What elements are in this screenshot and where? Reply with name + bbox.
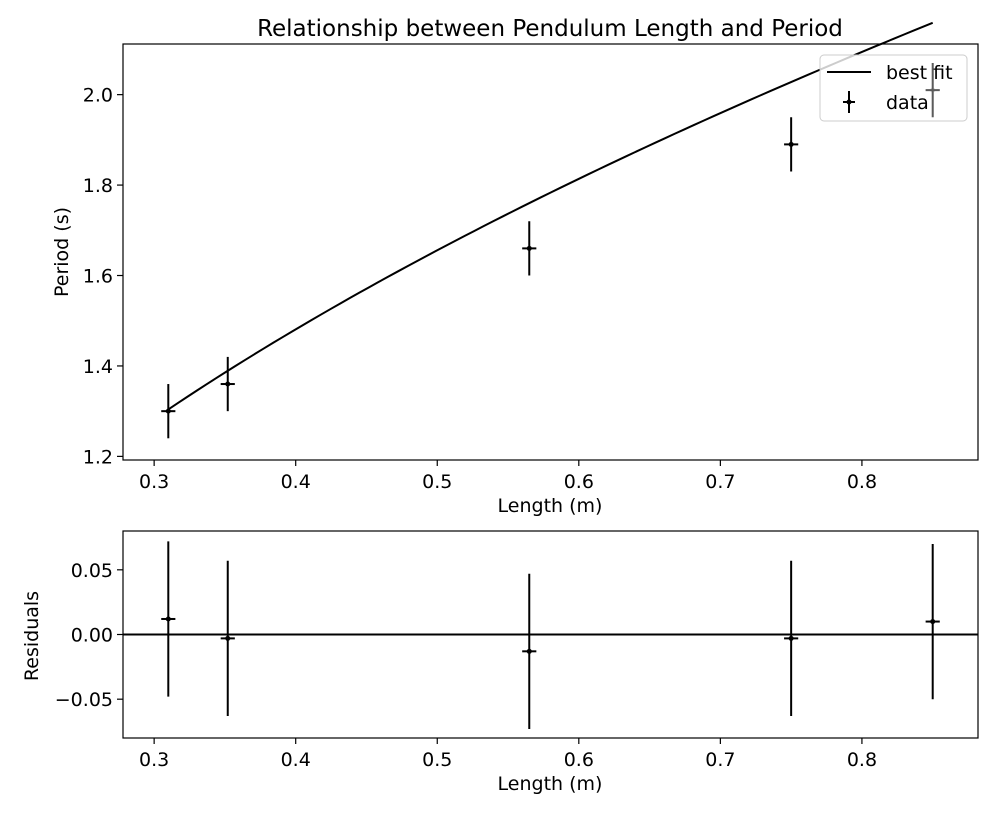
bottom-marker (788, 635, 794, 641)
bottom-x-tick-label: 0.7 (705, 749, 735, 771)
top-x-axis-label: Length (m) (498, 495, 603, 517)
bottom-x-ticks: 0.3 0.4 0.5 0.6 0.7 0.8 (139, 738, 877, 771)
bottom-data-point (522, 573, 537, 729)
bottom-marker (165, 616, 171, 622)
bottom-data-point (220, 560, 235, 717)
legend-marker-data-dot (846, 99, 852, 105)
top-x-tick-label: 0.3 (139, 471, 169, 493)
best-fit-line (167, 21, 934, 411)
top-x-tick-label: 0.5 (422, 471, 452, 493)
top-y-tick-label: 1.8 (83, 175, 113, 197)
top-marker (526, 245, 532, 251)
top-data-point (522, 221, 537, 276)
top-marker (788, 141, 794, 147)
top-y-tick-label: 1.6 (83, 266, 113, 288)
top-x-tick-label: 0.7 (705, 471, 735, 493)
bottom-y-tick-label: 0.00 (71, 625, 113, 647)
top-axes-frame (122, 43, 979, 461)
top-y-tick-label: 2.0 (83, 85, 113, 107)
bottom-marks (123, 541, 978, 729)
legend: best fit data (819, 54, 968, 122)
top-y-tick-label: 1.4 (83, 356, 113, 378)
top-y-ticks: 1.2 1.4 1.6 1.8 2.0 (83, 85, 123, 468)
bottom-data-point (925, 543, 940, 700)
top-y-tick-label: 1.2 (83, 446, 113, 468)
bottom-y-ticks: 0.05 0.00 −0.05 (55, 560, 123, 711)
bottom-x-tick-label: 0.8 (847, 749, 877, 771)
bottom-x-tick-label: 0.3 (139, 749, 169, 771)
chart-title: Relationship between Pendulum Length and… (257, 16, 843, 42)
bottom-marker (225, 635, 231, 641)
top-x-tick-label: 0.8 (847, 471, 877, 493)
top-data-point (784, 117, 799, 172)
bottom-marker (526, 648, 532, 654)
top-y-axis-label: Period (s) (51, 207, 73, 297)
top-data-point (220, 356, 235, 412)
top-x-ticks: 0.3 0.4 0.5 0.6 0.7 0.8 (139, 460, 877, 493)
top-data-point-overlay (925, 62, 940, 118)
bottom-x-tick-label: 0.4 (281, 749, 311, 771)
bottom-y-tick-label: −0.05 (55, 689, 113, 711)
bottom-y-axis-label: Residuals (21, 591, 43, 681)
bottom-panel: 0.3 0.4 0.5 0.6 0.7 0.8 0.05 0.00 −0.05 Length … (21, 530, 979, 795)
bottom-x-axis-label: Length (m) (498, 773, 603, 795)
top-panel: 0.3 0.4 0.5 0.6 0.7 0.8 1.2 1.4 1.6 1.8 2.0 Lengt… (51, 21, 979, 517)
top-data-point (161, 384, 176, 439)
bottom-y-tick-label: 0.05 (71, 560, 113, 582)
top-x-tick-label: 0.6 (564, 471, 594, 493)
bottom-axes-frame (122, 530, 979, 739)
bottom-x-tick-label: 0.6 (564, 749, 594, 771)
legend-label-data: data (886, 92, 929, 114)
top-marks (161, 21, 940, 439)
bottom-x-tick-label: 0.5 (422, 749, 452, 771)
legend-label-best-fit: best fit (886, 62, 953, 84)
bottom-data-point (784, 560, 799, 717)
top-x-tick-label: 0.4 (281, 471, 311, 493)
bottom-marker (930, 619, 936, 625)
top-marker (225, 381, 231, 387)
top-marker (165, 408, 171, 414)
bottom-data-point (161, 541, 176, 697)
top-overlay (925, 62, 940, 118)
